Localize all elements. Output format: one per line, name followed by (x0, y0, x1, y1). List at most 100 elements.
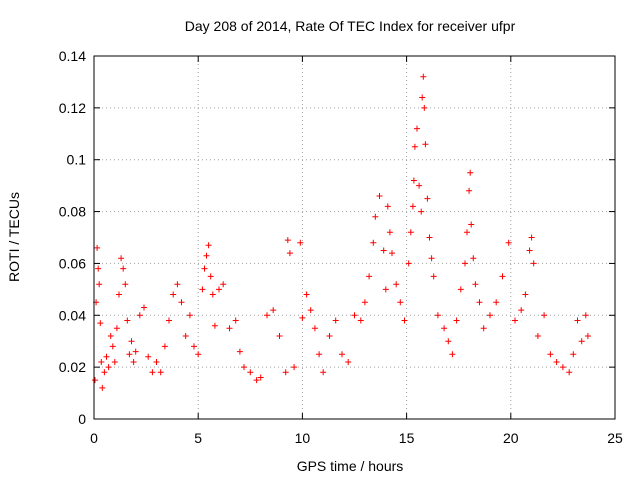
data-point (130, 359, 137, 365)
data-point (128, 338, 135, 345)
data-point (541, 312, 548, 319)
data-point (199, 286, 206, 293)
data-point (207, 273, 214, 280)
data-point (505, 239, 512, 246)
data-point (178, 299, 185, 306)
data-point (345, 359, 352, 365)
data-point (149, 369, 156, 376)
data-point (241, 364, 247, 371)
data-point (157, 369, 164, 376)
data-points (92, 73, 591, 391)
x-tick-label: 20 (503, 430, 519, 446)
data-point (530, 260, 537, 267)
data-point (547, 351, 554, 358)
data-point (94, 244, 101, 251)
data-point (116, 291, 122, 298)
data-point (401, 317, 408, 324)
data-point (170, 291, 177, 298)
data-point (236, 348, 243, 355)
data-point (449, 351, 456, 358)
data-point (420, 73, 427, 80)
data-point (570, 351, 577, 358)
data-point (464, 229, 470, 236)
data-point (282, 369, 289, 376)
data-point (357, 317, 364, 324)
data-point (410, 177, 417, 184)
data-point (111, 359, 118, 365)
data-point (257, 374, 264, 381)
data-point (201, 265, 208, 272)
data-point (316, 351, 323, 358)
data-point (526, 247, 533, 254)
x-tick-label: 0 (90, 430, 98, 446)
x-tick-label: 10 (295, 430, 311, 446)
y-tick-label: 0.14 (59, 48, 86, 64)
data-point (411, 143, 418, 150)
data-point (96, 281, 103, 288)
data-point (220, 281, 227, 288)
data-point (216, 286, 222, 293)
data-point (418, 208, 425, 215)
data-point (211, 322, 218, 329)
data-point (376, 193, 383, 199)
data-point (397, 299, 404, 306)
data-point (264, 312, 270, 319)
data-point (487, 312, 493, 319)
data-point (101, 369, 108, 376)
data-point (518, 307, 525, 314)
x-tick-label: 15 (399, 430, 415, 446)
data-point (166, 317, 172, 324)
data-point (416, 182, 423, 189)
data-point (209, 291, 216, 298)
data-point (95, 265, 102, 272)
data-point (326, 333, 333, 339)
data-point (270, 307, 277, 314)
x-tick-labels: 0 5 10 15 20 25 (90, 430, 623, 446)
data-point (566, 369, 573, 376)
axis-ticks (93, 55, 616, 420)
data-point (522, 291, 529, 298)
data-point (422, 141, 429, 148)
data-point (574, 317, 581, 324)
plot-frame (93, 55, 616, 420)
data-point (303, 291, 310, 298)
data-point (232, 317, 239, 324)
data-point (582, 312, 589, 319)
data-point (499, 273, 506, 280)
y-tick-labels: 0 0.02 0.04 0.06 0.08 0.1 0.12 0.14 (59, 48, 86, 427)
data-point (253, 377, 260, 384)
data-point (409, 203, 416, 210)
data-point (284, 237, 291, 244)
x-tick-label: 5 (194, 430, 202, 446)
data-point (361, 299, 368, 306)
data-point (153, 359, 160, 365)
data-point (512, 317, 518, 324)
data-point (467, 169, 474, 176)
data-point (370, 239, 377, 246)
data-point (98, 359, 105, 365)
data-point (320, 369, 327, 376)
data-point (276, 333, 283, 339)
data-point (307, 307, 314, 314)
y-tick-label: 0.04 (59, 307, 86, 323)
data-point (470, 255, 477, 262)
data-point (528, 234, 535, 241)
y-tick-label: 0 (78, 411, 86, 427)
data-point (332, 317, 339, 324)
data-point (247, 369, 254, 376)
data-point (405, 260, 412, 267)
data-point (476, 299, 483, 306)
data-point (226, 325, 233, 332)
data-point (311, 325, 318, 332)
data-point (382, 286, 389, 293)
y-tick-label: 0.02 (59, 359, 86, 375)
data-point (434, 312, 441, 319)
data-point (453, 317, 460, 324)
grid-lines (94, 56, 615, 419)
x-tick-label: 25 (607, 430, 623, 446)
data-point (113, 325, 120, 332)
data-point (103, 353, 110, 360)
data-point (445, 338, 452, 345)
data-point (126, 351, 133, 358)
